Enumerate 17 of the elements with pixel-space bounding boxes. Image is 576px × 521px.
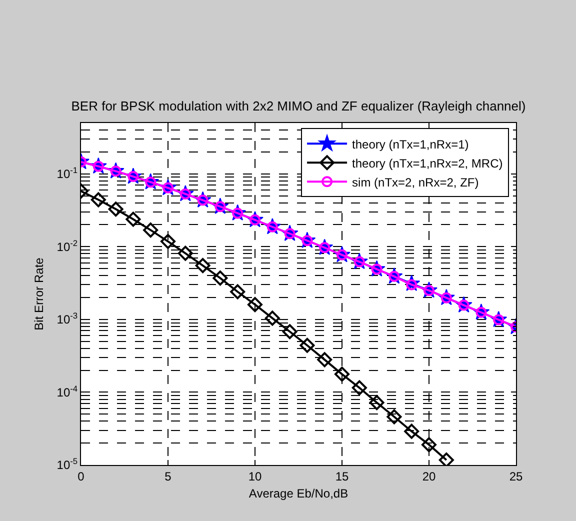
y-tick-label: 10$^{-5}$: [56, 456, 78, 472]
legend-label: theory (nTx=1,nRx=1): [352, 137, 469, 152]
y-tick-label: 10$^{-2}$: [56, 238, 78, 254]
x-tick-label: 20: [422, 469, 436, 484]
legend-label: theory (nTx=1,nRx=2, MRC): [352, 156, 503, 170]
x-tick-label: 25: [509, 469, 523, 484]
y-tick-label: 10$^{-3}$: [56, 310, 78, 327]
y-tick-label: 10$^{-4}$: [56, 383, 78, 400]
legend-label: sim (nTx=2, nRx=2, ZF): [352, 175, 479, 190]
x-tick-label: 15: [335, 469, 349, 484]
y-tick-label: 10$^{-1}$: [56, 165, 78, 182]
y-axis-title: Bit Error Rate: [32, 257, 46, 330]
x-tick-label: 5: [164, 469, 172, 484]
x-tick-label: 0: [78, 469, 85, 484]
x-tick-label: 10: [248, 469, 262, 484]
chart-title: BER for BPSK modulation with 2x2 MIMO and ZF equalizer (Rayleigh channel): [71, 98, 526, 114]
x-axis-title: Average Eb/No,dB: [248, 486, 348, 500]
